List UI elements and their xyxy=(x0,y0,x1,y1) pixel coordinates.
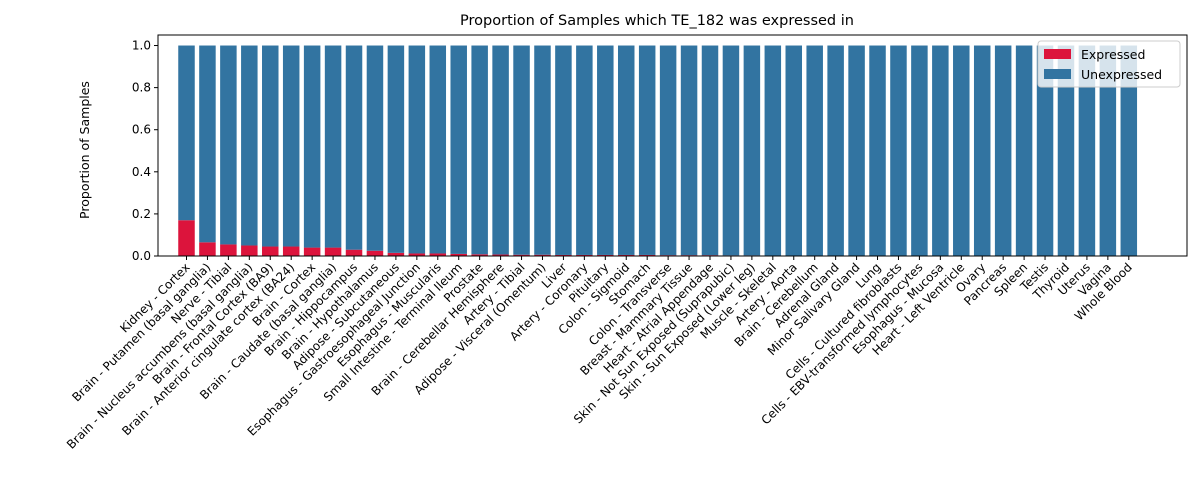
bar-unexpressed xyxy=(429,45,447,254)
legend-box xyxy=(1037,40,1181,88)
bar-unexpressed xyxy=(827,45,844,257)
bar-unexpressed xyxy=(869,45,886,257)
bar-expressed xyxy=(387,252,405,256)
bar-unexpressed xyxy=(680,45,698,256)
bar-expressed xyxy=(429,253,447,256)
bar-unexpressed xyxy=(178,45,195,221)
legend-swatch-expressed xyxy=(1044,49,1071,59)
y-axis-label: Proportion of Samples xyxy=(77,81,92,219)
bar-expressed xyxy=(220,244,237,256)
legend-swatch-unexpressed xyxy=(1044,69,1071,79)
bar-unexpressed xyxy=(303,45,321,248)
bar-expressed xyxy=(178,220,195,256)
bars-group xyxy=(178,45,1138,257)
bar-unexpressed xyxy=(471,45,488,255)
y-tick-label: 0.2 xyxy=(132,207,151,221)
bar-expressed xyxy=(492,254,509,256)
bar-expressed xyxy=(534,254,551,256)
bar-unexpressed xyxy=(932,45,949,257)
bar-unexpressed xyxy=(534,45,551,255)
bar-unexpressed xyxy=(241,45,258,246)
bar-expressed xyxy=(324,247,342,256)
bar-expressed xyxy=(241,245,258,256)
bar-expressed xyxy=(555,254,572,256)
y-tick-label: 1.0 xyxy=(132,39,151,53)
bar-unexpressed xyxy=(701,45,719,256)
bar-expressed xyxy=(366,250,384,256)
bar-unexpressed xyxy=(806,45,823,257)
bar-expressed xyxy=(262,246,279,256)
chart-title: Proportion of Samples which TE_182 was e… xyxy=(460,13,854,29)
bar-expressed xyxy=(471,254,488,256)
bar-expressed xyxy=(282,246,300,256)
bar-unexpressed xyxy=(1057,45,1075,257)
bar-unexpressed xyxy=(1099,45,1117,257)
bar-unexpressed xyxy=(617,45,635,255)
bar-expressed xyxy=(199,242,216,256)
bar-unexpressed xyxy=(450,45,467,254)
bar-unexpressed xyxy=(1036,45,1054,257)
bar-expressed xyxy=(345,249,363,256)
bar-unexpressed xyxy=(848,45,865,257)
bar-unexpressed xyxy=(973,45,991,257)
bar-unexpressed xyxy=(513,45,530,255)
legend-label-expressed: Expressed xyxy=(1081,47,1145,62)
bar-unexpressed xyxy=(785,45,803,257)
y-tick-label: 0.8 xyxy=(132,81,151,95)
bar-expressed xyxy=(303,247,321,256)
y-tick-label: 0.0 xyxy=(132,249,151,263)
bar-unexpressed xyxy=(199,45,216,243)
bar-expressed xyxy=(597,254,614,256)
bar-unexpressed xyxy=(638,45,656,255)
bar-unexpressed xyxy=(345,45,363,250)
bar-unexpressed xyxy=(262,45,279,247)
bar-unexpressed xyxy=(890,45,907,257)
bar-unexpressed xyxy=(366,45,384,251)
bar-unexpressed xyxy=(764,45,782,256)
bar-expressed xyxy=(638,254,656,256)
y-tick-label: 0.6 xyxy=(132,123,151,137)
plot-frame xyxy=(157,34,1188,257)
bar-unexpressed xyxy=(1078,45,1096,257)
bar-unexpressed xyxy=(282,45,300,247)
bar-unexpressed xyxy=(743,45,761,256)
legend: Expressed Unexpressed xyxy=(1037,40,1181,88)
bar-unexpressed xyxy=(576,45,593,255)
bar-unexpressed xyxy=(953,45,970,257)
bar-expressed xyxy=(513,254,530,256)
bar-unexpressed xyxy=(659,45,677,256)
bar-unexpressed xyxy=(492,45,509,255)
bar-unexpressed xyxy=(324,45,342,248)
bar-expressed xyxy=(617,254,635,256)
y-tick-label: 0.4 xyxy=(132,165,151,179)
bar-unexpressed xyxy=(1120,45,1138,257)
bar-expressed xyxy=(576,254,593,256)
bar-unexpressed xyxy=(911,45,928,257)
bar-unexpressed xyxy=(1015,45,1033,257)
bar-unexpressed xyxy=(408,45,426,254)
bar-unexpressed xyxy=(597,45,614,255)
bar-unexpressed xyxy=(220,45,237,245)
bar-unexpressed xyxy=(994,45,1012,257)
bar-unexpressed xyxy=(387,45,405,253)
bar-unexpressed xyxy=(555,45,572,255)
bar-expressed xyxy=(408,253,426,256)
legend-label-unexpressed: Unexpressed xyxy=(1081,67,1162,82)
bar-expressed xyxy=(450,253,467,256)
y-axis: 0.0 0.2 0.4 0.6 0.8 1.0 xyxy=(132,39,158,263)
bar-unexpressed xyxy=(722,45,740,256)
